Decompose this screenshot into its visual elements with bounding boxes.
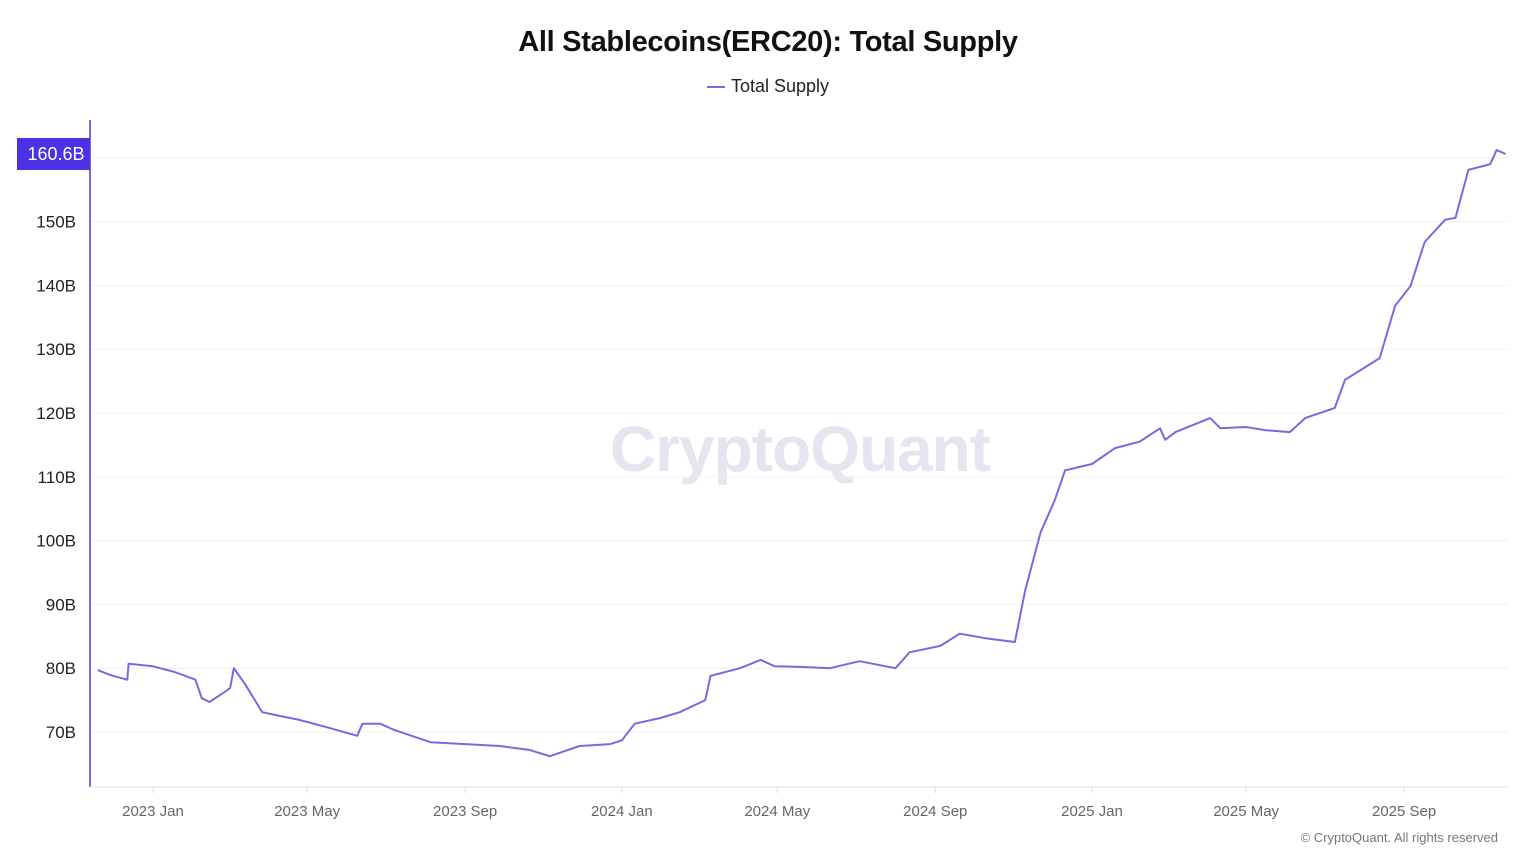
x-tick-label: 2023 Jan <box>122 803 184 820</box>
x-tick-label: 2024 Sep <box>903 803 967 820</box>
x-tick-label: 2024 May <box>744 803 810 820</box>
watermark: CryptoQuant <box>609 413 991 485</box>
y-tick-label: 100B <box>36 532 76 551</box>
current-value-badge: 160.6B <box>17 137 90 170</box>
chart-title: All Stablecoins(ERC20): Total Supply <box>518 26 1018 58</box>
x-tick-label: 2024 Jan <box>591 803 653 820</box>
y-tick-label: 120B <box>36 404 76 423</box>
x-tick-label: 2025 Jan <box>1061 803 1123 820</box>
series-line-total-supply <box>97 149 1506 758</box>
y-tick-label: 80B <box>46 659 76 678</box>
y-tick-label: 110B <box>38 468 76 487</box>
legend-item-total-supply[interactable]: Total Supply <box>0 76 1536 97</box>
x-tick-label: 2023 Sep <box>433 803 497 820</box>
x-tick-label: 2023 May <box>274 803 340 820</box>
y-tick-label: 140B <box>36 276 76 295</box>
y-tick-label: 90B <box>46 595 76 614</box>
copyright-footer: © CryptoQuant. All rights reserved <box>1300 830 1498 845</box>
x-tick-label: 2025 Sep <box>1372 803 1436 820</box>
current-value-badge-bg <box>17 137 90 170</box>
y-tick-label: 70B <box>46 723 76 742</box>
current-value-label: 160.6B <box>27 144 84 164</box>
x-tick-label: 2025 May <box>1213 803 1279 820</box>
legend-label: Total Supply <box>730 76 830 96</box>
y-tick-label: 150B <box>36 213 76 232</box>
y-tick-label: 130B <box>36 340 76 359</box>
legend-swatch <box>706 86 725 89</box>
